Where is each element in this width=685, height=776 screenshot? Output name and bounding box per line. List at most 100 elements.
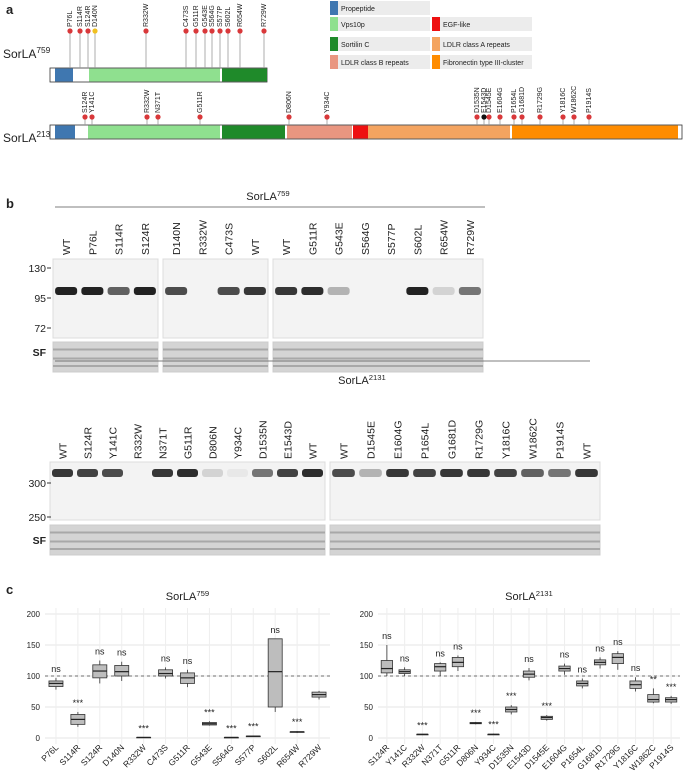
y-tick-label: 0 — [36, 734, 41, 743]
mutation-label: S124R — [82, 92, 89, 113]
pin-head — [209, 28, 215, 34]
blot-title: SorLA759 — [246, 189, 289, 204]
significance-label: ns — [51, 664, 61, 674]
mutation-label: E1543D — [481, 88, 488, 113]
domain — [222, 68, 267, 82]
mutation-label: P1654L — [511, 89, 518, 113]
pin-head — [155, 114, 161, 120]
significance-label: ns — [435, 648, 445, 658]
band — [243, 287, 266, 295]
pin-head — [586, 114, 592, 120]
legend-swatch — [330, 55, 338, 69]
y-tick-label: 200 — [360, 610, 374, 619]
mutation-label: N371T — [155, 91, 162, 113]
box — [647, 694, 660, 703]
significance-label: ns — [578, 664, 588, 674]
mutation-label: Y141C — [89, 92, 96, 113]
band — [413, 469, 436, 477]
lane-label: Y934C — [233, 426, 245, 459]
legend-label: EGF-like — [443, 22, 470, 29]
band — [165, 287, 188, 295]
pin-head — [286, 114, 292, 120]
marker-label: 72 — [34, 323, 46, 335]
band — [406, 287, 429, 295]
domain — [368, 125, 510, 139]
band — [575, 469, 598, 477]
mutation-label: R654W — [237, 3, 244, 27]
lane-label: S577P — [386, 223, 398, 255]
box — [158, 669, 173, 677]
significance-label: ns — [453, 642, 463, 652]
y-tick-label: 200 — [27, 610, 41, 619]
significance-label: ns — [595, 643, 605, 653]
x-tick-label: G543E — [188, 742, 214, 768]
band — [359, 469, 382, 477]
mutation-label: S124R — [85, 6, 92, 27]
mutation-label: G543E — [202, 5, 209, 27]
mutation-label: D806N — [286, 91, 293, 113]
domain — [287, 125, 352, 139]
x-tick-label: R654W — [274, 742, 301, 769]
pin-head — [143, 28, 149, 34]
lane-label: D1535N — [258, 420, 270, 459]
band — [277, 469, 298, 477]
protein-name-main: SorLA — [3, 131, 36, 145]
lane-label: P1914S — [555, 422, 567, 459]
protein-name-sup: 2131 — [36, 129, 55, 139]
mutation-label: D1545E — [486, 87, 493, 113]
sf-strip — [49, 524, 326, 556]
mutation-label: P1914S — [586, 88, 593, 113]
lane-label: Y1816C — [501, 421, 513, 459]
blot-title: SorLA2131 — [338, 373, 386, 388]
band — [202, 469, 223, 477]
band — [177, 469, 198, 477]
pin-head — [217, 28, 223, 34]
band — [217, 287, 240, 295]
significance-label: ns — [270, 625, 280, 635]
significance-label: ns — [161, 653, 171, 663]
mutation-label: R332W — [143, 3, 150, 27]
significance-label: *** — [73, 698, 84, 708]
mutation-label: P76L — [67, 11, 74, 27]
legend-swatch — [432, 55, 440, 69]
chart-title-sup: 2131 — [536, 589, 553, 598]
pin-head — [560, 114, 566, 120]
band — [152, 469, 173, 477]
box — [267, 638, 283, 708]
marker-label: 95 — [34, 293, 46, 305]
mutation-label: G511R — [193, 5, 200, 27]
sf-strip — [162, 341, 269, 373]
band — [52, 469, 73, 477]
pin-head — [571, 114, 577, 120]
significance-label: *** — [506, 691, 517, 701]
pin-head — [89, 114, 95, 120]
panel-letter: b — [6, 196, 14, 211]
legend-box — [330, 17, 430, 31]
legend-swatch — [330, 37, 338, 51]
pin-head — [67, 28, 73, 34]
significance-label: ns — [117, 648, 127, 658]
lane-label: S114R — [114, 223, 126, 255]
lane-label: P76L — [87, 230, 99, 255]
y-tick-label: 0 — [369, 734, 374, 743]
blot-title-sup: 759 — [277, 189, 290, 198]
y-tick-label: 100 — [27, 672, 41, 681]
significance-label: *** — [666, 682, 677, 692]
lane-label: C473S — [224, 223, 236, 255]
lane-label: R332W — [133, 424, 145, 459]
sf-strip — [329, 524, 601, 556]
band — [81, 287, 104, 295]
significance-label: ns — [560, 650, 570, 660]
protein-name-main: SorLA — [3, 47, 36, 61]
domain — [512, 125, 678, 139]
domain — [88, 125, 220, 139]
mutation-label: C473S — [183, 5, 190, 27]
lane-label: R729W — [465, 220, 477, 255]
pin-head — [511, 114, 517, 120]
chart-title: SorLA759 — [166, 589, 209, 604]
marker-label: 250 — [28, 512, 46, 524]
mutation-label: E1604G — [497, 87, 504, 113]
lane-label: S124R — [83, 426, 95, 459]
lane-label: G511R — [183, 426, 195, 459]
domain — [353, 125, 368, 139]
